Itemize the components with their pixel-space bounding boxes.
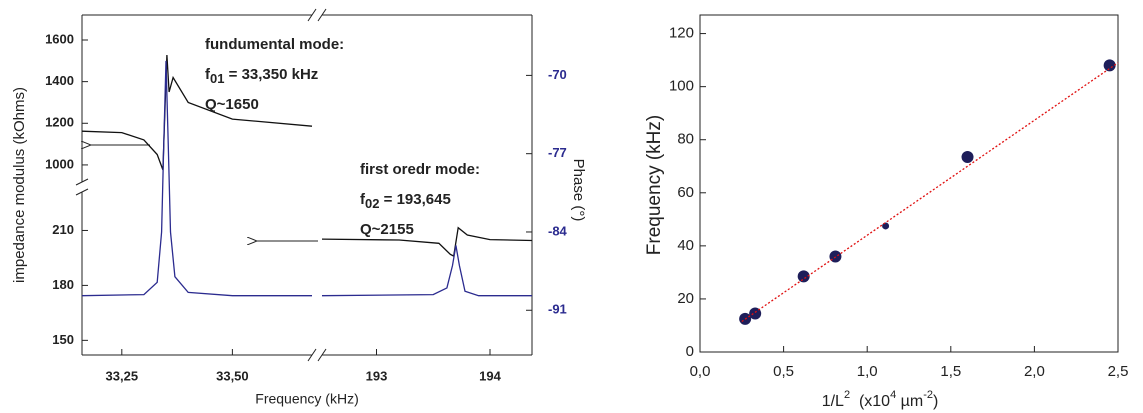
mode-title: first oredr mode: [360, 161, 480, 178]
data-point [749, 307, 762, 320]
x-tick-label: 194 [479, 368, 501, 383]
y-tick-label: 1200 [45, 115, 74, 130]
data-point [1103, 59, 1116, 72]
data-point [882, 222, 890, 230]
x-tick-label: 0,5 [773, 363, 794, 380]
y-tick-label: 180 [52, 277, 74, 292]
y2-tick-label: -70 [548, 67, 567, 82]
superscript: 4 [890, 389, 896, 401]
y-tick-label: 1400 [45, 73, 74, 88]
symbol: f [360, 191, 366, 208]
fit-line [741, 62, 1119, 323]
y-axis-label: Frequency (kHz) [644, 115, 665, 255]
series-line [321, 245, 532, 297]
series-line [321, 226, 533, 258]
frequency-value: = 193,645 [379, 191, 450, 208]
y2-tick-label: -91 [548, 302, 567, 317]
superscript: 2 [844, 389, 850, 401]
y-tick-label: 0 [686, 343, 694, 360]
x-tick-label: 193 [366, 368, 388, 383]
mode-title: fundumental mode: [205, 36, 344, 53]
x-tick-label: 1,5 [940, 363, 961, 380]
label-part: ) [933, 393, 938, 410]
symbol: f [205, 66, 211, 83]
x-tick-label: 2,0 [1024, 363, 1045, 380]
axis-break [307, 348, 317, 362]
y-tick-label: 60 [677, 184, 694, 201]
y-tick-label: 80 [677, 131, 694, 148]
y2-tick-label: -84 [548, 223, 568, 238]
y-tick-label: 40 [677, 237, 694, 254]
plot-frame [699, 14, 1119, 353]
frequency-value: = 33,350 kHz [224, 66, 318, 83]
axis-break [307, 8, 317, 22]
subscript: 02 [365, 196, 379, 211]
x-axis-label: 1/L2 (x104 µm-2) [822, 389, 939, 410]
mode-frequency: f02 = 193,645 [360, 191, 451, 211]
y2-axis-label: Phase (°) [570, 159, 587, 222]
axis-break [75, 188, 89, 196]
y-tick-label: 210 [52, 222, 74, 237]
data-point [797, 270, 810, 283]
axis-break [317, 8, 327, 22]
superscript: -2 [923, 389, 933, 401]
label-part: (x10 [850, 393, 890, 410]
x-tick-label: 33,50 [216, 368, 249, 383]
x-tick-label: 1,0 [857, 363, 878, 380]
x-tick-label: 0,0 [690, 363, 711, 380]
x-tick-label: 2,5 [1108, 363, 1129, 380]
y2-tick-label: -77 [548, 145, 567, 160]
y-tick-label: 20 [677, 290, 694, 307]
x-tick-label: 33,25 [106, 368, 139, 383]
series-line [81, 60, 312, 297]
y-axis-label: impedance modulus (kOhms) [11, 87, 28, 283]
subscript: 01 [210, 71, 224, 86]
y-tick-label: 120 [669, 25, 694, 42]
data-point [961, 150, 974, 163]
y-tick-label: 150 [52, 332, 74, 347]
label-part: µm [896, 393, 923, 410]
mode-q: Q~1650 [205, 96, 259, 113]
y-tick-label: 1000 [45, 156, 74, 171]
mode-q: Q~2155 [360, 221, 414, 238]
axis-break [317, 348, 327, 362]
mode-frequency: f01 = 33,350 kHz [205, 66, 318, 86]
x-axis-label: Frequency (kHz) [255, 391, 358, 407]
axis-break [75, 178, 89, 186]
label-part: 1/L [822, 393, 844, 410]
y-tick-label: 100 [669, 78, 694, 95]
y-tick-label: 1600 [45, 31, 74, 46]
